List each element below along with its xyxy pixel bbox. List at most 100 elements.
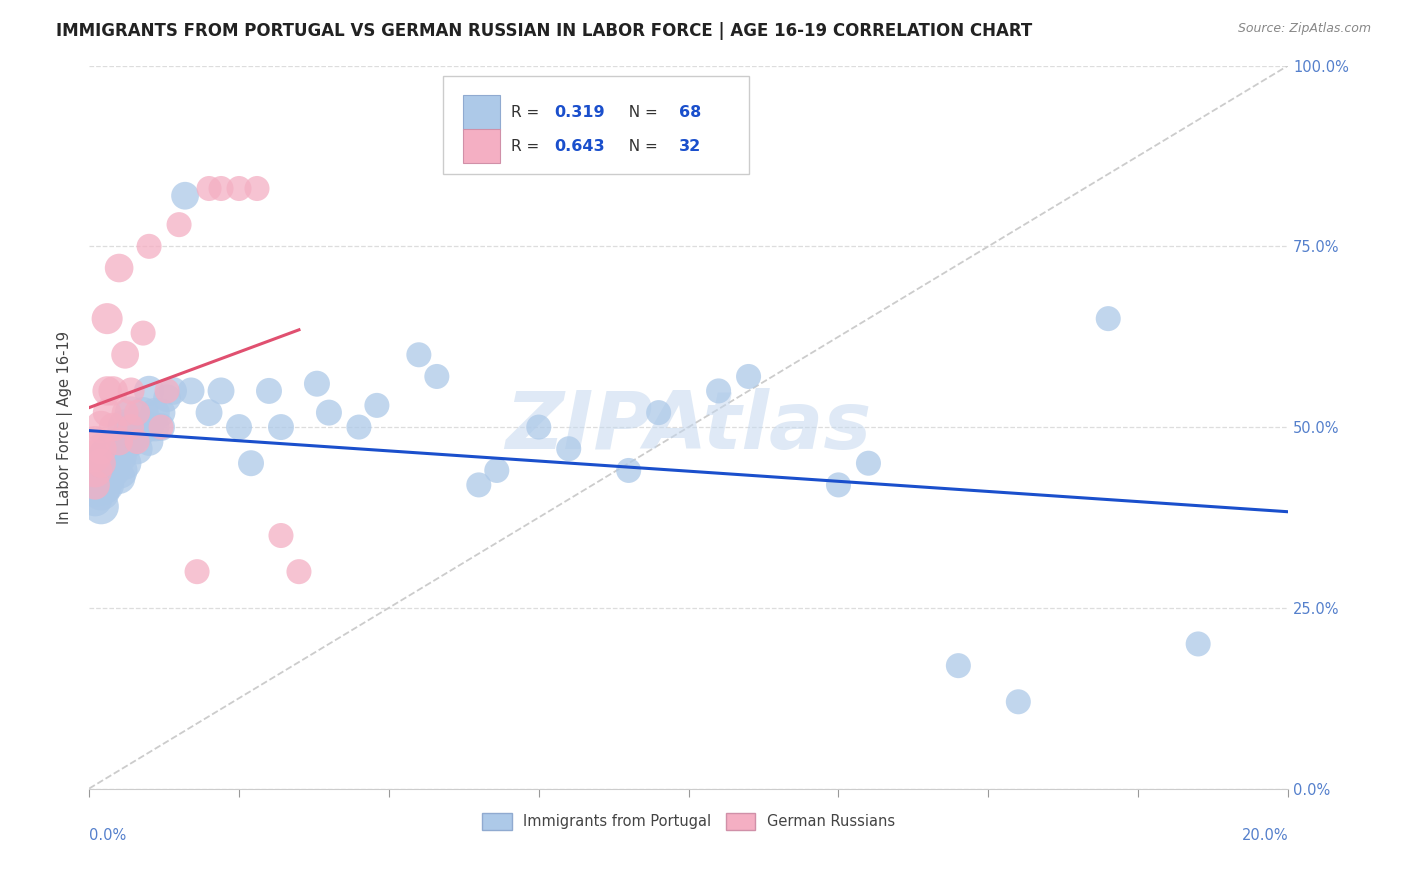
Point	[108, 449, 131, 463]
Y-axis label: In Labor Force | Age 16-19: In Labor Force | Age 16-19	[58, 331, 73, 524]
Point	[108, 463, 131, 477]
Point	[101, 449, 124, 463]
Point	[132, 326, 155, 340]
Point	[96, 478, 118, 492]
Point	[156, 384, 179, 398]
Point	[174, 188, 197, 202]
Point	[120, 420, 142, 434]
Point	[101, 420, 124, 434]
Point	[948, 658, 970, 673]
Point	[143, 406, 166, 420]
Point	[96, 471, 118, 485]
Point	[132, 406, 155, 420]
Text: Source: ZipAtlas.com: Source: ZipAtlas.com	[1237, 22, 1371, 36]
Point	[138, 384, 160, 398]
Point	[90, 420, 112, 434]
Point	[186, 565, 208, 579]
FancyBboxPatch shape	[463, 95, 501, 130]
Point	[114, 434, 136, 449]
Point	[120, 434, 142, 449]
Point	[120, 384, 142, 398]
Point	[288, 565, 311, 579]
Point	[108, 471, 131, 485]
Text: IMMIGRANTS FROM PORTUGAL VS GERMAN RUSSIAN IN LABOR FORCE | AGE 16-19 CORRELATIO: IMMIGRANTS FROM PORTUGAL VS GERMAN RUSSI…	[56, 22, 1032, 40]
Point	[90, 456, 112, 470]
Point	[647, 406, 669, 420]
Point	[198, 406, 221, 420]
Point	[167, 218, 190, 232]
Point	[1097, 311, 1119, 326]
Point	[127, 434, 149, 449]
Point	[858, 456, 880, 470]
Point	[90, 442, 112, 456]
Point	[84, 478, 107, 492]
Point	[96, 406, 118, 420]
Point	[408, 348, 430, 362]
Text: 0.319: 0.319	[554, 105, 605, 120]
Point	[228, 181, 250, 195]
Point	[90, 485, 112, 500]
Point	[485, 463, 508, 477]
Point	[150, 420, 173, 434]
Point	[84, 449, 107, 463]
Point	[228, 420, 250, 434]
Point	[84, 492, 107, 507]
Point	[270, 528, 292, 542]
Point	[426, 369, 449, 384]
Point	[96, 463, 118, 477]
Text: N =: N =	[619, 105, 662, 120]
Point	[707, 384, 730, 398]
Point	[737, 369, 759, 384]
Point	[143, 420, 166, 434]
Point	[114, 420, 136, 434]
Point	[127, 427, 149, 442]
Point	[127, 442, 149, 456]
Text: R =: R =	[512, 105, 544, 120]
Point	[114, 456, 136, 470]
Point	[96, 449, 118, 463]
Point	[209, 181, 232, 195]
Text: 68: 68	[679, 105, 702, 120]
Point	[108, 442, 131, 456]
Text: 0.643: 0.643	[554, 138, 605, 153]
Point	[557, 442, 579, 456]
Point	[101, 456, 124, 470]
Point	[138, 434, 160, 449]
Point	[270, 420, 292, 434]
Point	[138, 420, 160, 434]
Point	[305, 376, 328, 391]
Point	[84, 434, 107, 449]
Point	[150, 406, 173, 420]
Point	[90, 471, 112, 485]
Point	[96, 384, 118, 398]
Text: 0.0%: 0.0%	[89, 829, 127, 843]
FancyBboxPatch shape	[463, 128, 501, 163]
Text: N =: N =	[619, 138, 662, 153]
Point	[96, 456, 118, 470]
Point	[1187, 637, 1209, 651]
Point	[101, 384, 124, 398]
Point	[101, 442, 124, 456]
Text: R =: R =	[512, 138, 544, 153]
Point	[240, 456, 263, 470]
Point	[257, 384, 280, 398]
Point	[827, 478, 849, 492]
Text: ZIPAtlas: ZIPAtlas	[506, 388, 872, 467]
Point	[132, 420, 155, 434]
Point	[84, 478, 107, 492]
Point	[138, 239, 160, 253]
Point	[114, 348, 136, 362]
Point	[90, 463, 112, 477]
Point	[114, 406, 136, 420]
Point	[246, 181, 269, 195]
Point	[150, 420, 173, 434]
Point	[617, 463, 640, 477]
Point	[527, 420, 550, 434]
Point	[101, 463, 124, 477]
Point	[318, 406, 340, 420]
Point	[162, 384, 184, 398]
Point	[96, 311, 118, 326]
Point	[108, 260, 131, 275]
Text: 20.0%: 20.0%	[1241, 829, 1288, 843]
Point	[127, 406, 149, 420]
